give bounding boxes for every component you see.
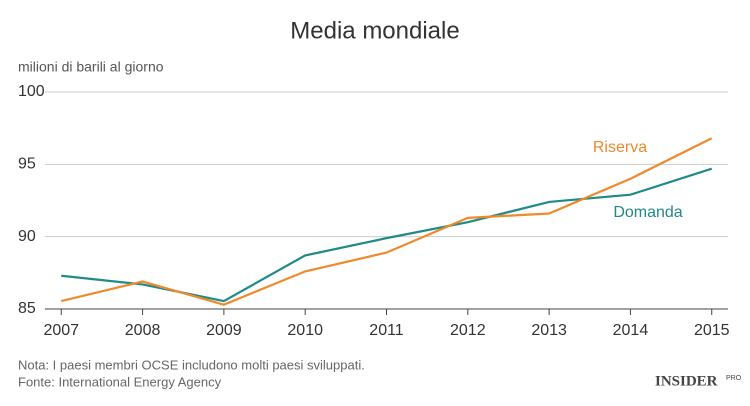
y-tick-label: 100 [18,83,45,100]
series-line [61,167,713,303]
x-tick-label: 2010 [287,322,323,339]
x-tick-label: 2011 [369,322,404,339]
x-tick-label: 2015 [694,322,730,339]
series-line [61,137,713,306]
logo: INSIDER [655,373,718,389]
y-tick-label: 85 [18,300,36,317]
y-axis-label: milioni di barili al giorno [18,59,164,75]
x-tick-label: 2009 [206,322,242,339]
legend-label: Domanda [613,204,682,221]
x-tick-label: 2013 [531,322,567,339]
legend-label: Riserva [593,139,647,156]
y-tick-label: 90 [18,228,36,245]
y-tick-label: 95 [18,156,36,173]
note: Nota: I paesi membri OCSE includono molt… [18,357,365,372]
source: Fonte: International Energy Agency [18,374,222,389]
x-tick-label: 2007 [43,322,79,339]
x-tick-label: 2014 [613,322,649,339]
logo-badge: PRO [726,375,742,382]
x-tick-label: 2008 [125,322,161,339]
chart-title: Media mondiale [290,17,459,44]
x-tick-label: 2012 [450,322,486,339]
